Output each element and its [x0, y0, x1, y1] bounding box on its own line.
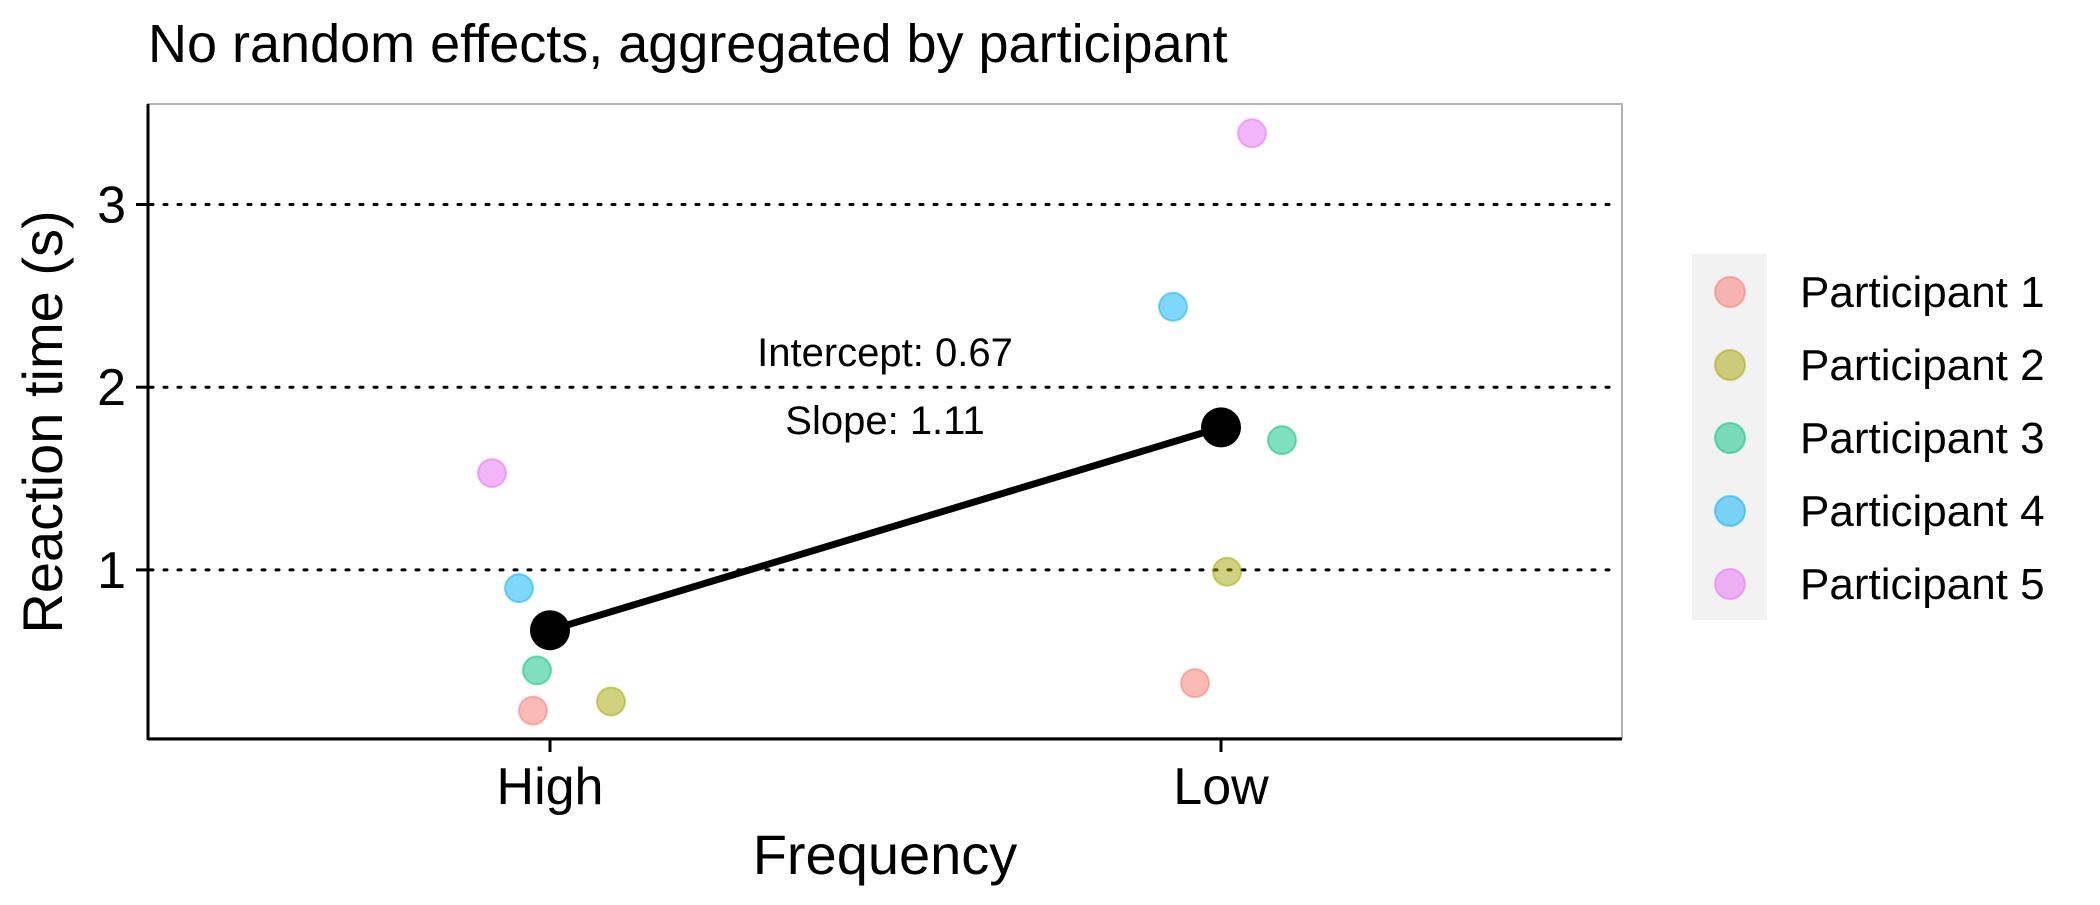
data-point-participant-3: [522, 655, 552, 686]
x-axis-ticks: High Low: [497, 739, 1269, 816]
grid-lines: [148, 202, 1622, 572]
data-point-participant-4: [1158, 291, 1188, 322]
annotation-slope: Slope: 1.11: [785, 399, 984, 443]
x-tick-label: Low: [1173, 758, 1269, 816]
y-tick-label: 1: [97, 542, 126, 600]
legend-key-participant-4: [1714, 495, 1746, 527]
chart-title: No random effects, aggregated by partici…: [148, 14, 1228, 74]
data-point-participant-1: [1180, 668, 1210, 699]
legend-label: Participant 1: [1800, 268, 2045, 317]
data-point-participant-5: [477, 458, 507, 489]
annotation-intercept: Intercept: 0.67: [757, 331, 1013, 375]
data-point-participant-1: [518, 695, 548, 726]
x-axis-label: Frequency: [753, 823, 1018, 886]
data-point-participant-2: [596, 686, 626, 717]
y-axis-ticks: 1 2 3: [97, 176, 148, 600]
legend-key-participant-1: [1714, 276, 1746, 308]
legend-key-participant-2: [1714, 349, 1746, 381]
mean-point-low: [1201, 407, 1241, 448]
mean-line: [548, 424, 1223, 634]
legend-label: Participant 3: [1800, 414, 2045, 463]
legend: Participant 1 Participant 2 Participant 3 P…: [1714, 268, 2045, 609]
mean-point-high: [530, 610, 570, 651]
legend-key-participant-3: [1714, 422, 1746, 454]
y-axis-label: Reaction time (s): [11, 210, 74, 633]
legend-label: Participant 5: [1800, 560, 2045, 609]
mean-trend-line: [548, 424, 1223, 634]
data-point-participant-5: [1237, 118, 1267, 149]
legend-label: Participant 2: [1800, 341, 2045, 390]
legend-label: Participant 4: [1800, 487, 2045, 536]
data-point-participant-4: [504, 573, 534, 604]
mean-points: [530, 407, 1241, 651]
y-tick-label: 2: [97, 359, 126, 417]
participant-points: [477, 118, 1297, 726]
legend-key-participant-5: [1714, 568, 1746, 600]
data-point-participant-3: [1267, 425, 1297, 456]
data-point-participant-2: [1212, 556, 1242, 587]
y-tick-label: 3: [97, 176, 126, 234]
x-tick-label: High: [497, 758, 604, 816]
